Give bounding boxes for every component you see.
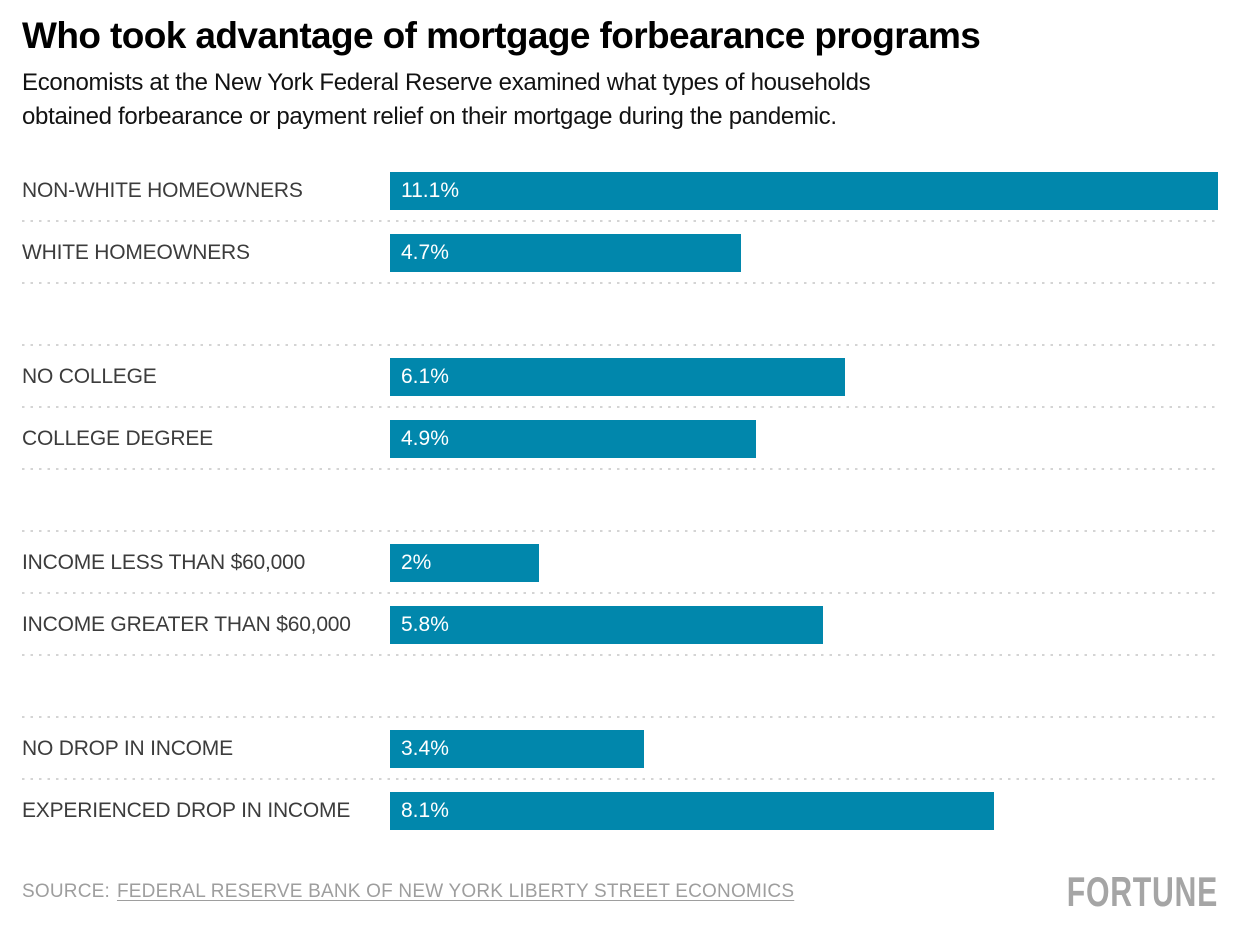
bar-track: 2%: [390, 544, 1218, 582]
category-label: NO COLLEGE: [22, 365, 157, 388]
bar-track: 4.9%: [390, 420, 1218, 458]
bar: 3.4%: [390, 730, 644, 768]
subtitle-line-1: Economists at the New York Federal Reser…: [22, 69, 871, 96]
chart-row: NO COLLEGE 6.1%: [22, 346, 1218, 408]
category-label: COLLEGE DEGREE: [22, 427, 213, 450]
bar-track: 8.1%: [390, 792, 1218, 830]
chart-row: COLLEGE DEGREE 4.9%: [22, 408, 1218, 470]
bar-track: 11.1%: [390, 172, 1218, 210]
bar-track: 6.1%: [390, 358, 1218, 396]
bar-value-label: 5.8%: [401, 613, 449, 636]
category-label: INCOME LESS THAN $60,000: [22, 551, 306, 574]
page-title: Who took advantage of mortgage forbearan…: [22, 15, 981, 56]
group-spacer: [22, 284, 1218, 346]
category-label: NON-WHITE HOMEOWNERS: [22, 179, 303, 202]
bar-value-label: 6.1%: [401, 365, 449, 388]
chart-row: WHITE HOMEOWNERS 4.7%: [22, 222, 1218, 284]
bar-value-label: 2%: [401, 551, 432, 574]
bar: 6.1%: [390, 358, 846, 396]
bar: 2%: [390, 544, 540, 582]
source-prefix-label: SOURCE:: [22, 881, 110, 902]
category-label: WHITE HOMEOWNERS: [22, 241, 250, 264]
category-label: INCOME GREATER THAN $60,000: [22, 613, 351, 636]
bar-value-label: 3.4%: [401, 737, 449, 760]
group-spacer: [22, 470, 1218, 532]
group-spacer: [22, 656, 1218, 718]
category-label: EXPERIENCED DROP IN INCOME: [22, 799, 351, 822]
bar-track: 4.7%: [390, 234, 1218, 272]
bar-value-label: 8.1%: [401, 799, 449, 822]
category-label: NO DROP IN INCOME: [22, 737, 233, 760]
chart-row: INCOME LESS THAN $60,000 2%: [22, 532, 1218, 594]
bar: 8.1%: [390, 792, 995, 830]
bar-value-label: 4.7%: [401, 241, 449, 264]
bar: 4.7%: [390, 234, 741, 272]
source-link[interactable]: FEDERAL RESERVE BANK OF NEW YORK LIBERTY…: [116, 881, 795, 902]
fortune-logo: FORTUNE: [1066, 868, 1218, 915]
bar-value-label: 11.1%: [401, 179, 459, 202]
chart-row: INCOME GREATER THAN $60,000 5.8%: [22, 594, 1218, 656]
bar: 4.9%: [390, 420, 756, 458]
chart-subtitle: Economists at the New York Federal Reser…: [22, 66, 1218, 134]
bar-track: 5.8%: [390, 606, 1218, 644]
bar: 5.8%: [390, 606, 823, 644]
bar-chart: NON-WHITE HOMEOWNERS 11.1% WHITE HOMEOWNER…: [22, 160, 1218, 842]
chart-row: NO DROP IN INCOME 3.4%: [22, 718, 1218, 780]
chart-row: NON-WHITE HOMEOWNERS 11.1%: [22, 160, 1218, 222]
subtitle-line-2: obtained forbearance or payment relief o…: [22, 103, 837, 130]
chart-row: EXPERIENCED DROP IN INCOME 8.1%: [22, 780, 1218, 842]
bar-track: 3.4%: [390, 730, 1218, 768]
footer: SOURCE: FEDERAL RESERVE BANK OF NEW YORK …: [22, 868, 1218, 916]
bar-value-label: 4.9%: [401, 427, 449, 450]
source-line: SOURCE: FEDERAL RESERVE BANK OF NEW YORK …: [22, 881, 794, 903]
bar: 11.1%: [390, 172, 1218, 210]
